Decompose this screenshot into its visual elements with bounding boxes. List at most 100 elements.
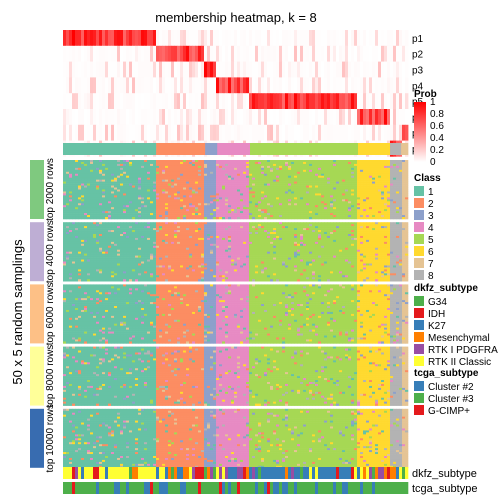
membership-cell — [306, 172, 309, 174]
membership-cell — [267, 164, 270, 166]
membership-cell — [372, 217, 375, 219]
membership-cell — [354, 201, 357, 203]
membership-cell — [126, 197, 129, 199]
prob-cell — [207, 77, 210, 93]
membership-cell — [222, 184, 225, 186]
membership-cell — [108, 176, 111, 178]
membership-cell — [252, 222, 255, 224]
membership-cell — [141, 228, 144, 230]
membership-cell — [405, 174, 408, 176]
membership-cell — [102, 170, 105, 172]
membership-cell — [255, 168, 258, 170]
membership-cell — [393, 166, 396, 168]
membership-cell — [240, 215, 243, 217]
membership-cell — [180, 174, 183, 176]
prob-cell — [132, 30, 135, 46]
membership-cell — [93, 166, 96, 168]
membership-cell — [216, 222, 219, 224]
prob-cell — [324, 125, 327, 141]
membership-cell — [279, 226, 282, 228]
membership-cell — [291, 182, 294, 184]
prob-cell — [117, 93, 120, 109]
prob-cell — [192, 62, 195, 78]
membership-cell — [177, 209, 180, 211]
membership-cell — [321, 209, 324, 211]
membership-cell — [234, 197, 237, 199]
membership-cell — [303, 190, 306, 192]
membership-cell — [294, 215, 297, 217]
membership-cell — [333, 209, 336, 211]
membership-cell — [93, 211, 96, 213]
membership-cell — [288, 199, 291, 201]
membership-cell — [279, 222, 282, 224]
prob-cell — [348, 109, 351, 125]
membership-cell — [228, 186, 231, 188]
membership-cell — [270, 186, 273, 188]
membership-cell — [312, 205, 315, 207]
membership-cell — [390, 211, 393, 213]
membership-cell — [258, 182, 261, 184]
membership-cell — [399, 201, 402, 203]
membership-cell — [69, 213, 72, 215]
membership-cell — [240, 184, 243, 186]
membership-cell — [303, 168, 306, 170]
membership-cell — [174, 195, 177, 197]
membership-cell — [120, 217, 123, 219]
membership-cell — [117, 178, 120, 180]
membership-cell — [219, 209, 222, 211]
prob-cell — [171, 125, 174, 141]
membership-cell — [159, 190, 162, 192]
membership-cell — [114, 217, 117, 219]
membership-cell — [405, 203, 408, 205]
membership-cell — [243, 209, 246, 211]
membership-cell — [243, 207, 246, 209]
membership-cell — [354, 217, 357, 219]
membership-cell — [255, 213, 258, 215]
prob-cell — [123, 62, 126, 78]
membership-cell — [168, 186, 171, 188]
membership-cell — [219, 168, 222, 170]
membership-cell — [87, 166, 90, 168]
membership-cell — [189, 172, 192, 174]
prob-cell — [279, 62, 282, 78]
membership-cell — [387, 215, 390, 217]
membership-cell — [288, 209, 291, 211]
membership-cell — [135, 226, 138, 228]
membership-cell — [222, 164, 225, 166]
membership-cell — [192, 228, 195, 230]
membership-cell — [216, 164, 219, 166]
membership-cell — [198, 228, 201, 230]
membership-cell — [249, 166, 252, 168]
membership-cell — [120, 178, 123, 180]
membership-cell — [117, 160, 120, 162]
prob-cell — [84, 46, 87, 62]
prob-cell — [270, 62, 273, 78]
prob-cell — [138, 30, 141, 46]
membership-cell — [309, 172, 312, 174]
membership-cell — [369, 230, 372, 232]
membership-cell — [324, 230, 327, 232]
membership-cell — [198, 205, 201, 207]
prob-cell — [279, 30, 282, 46]
prob-cell — [393, 62, 396, 78]
membership-cell — [102, 232, 105, 234]
membership-cell — [318, 199, 321, 201]
membership-cell — [126, 168, 129, 170]
membership-cell — [138, 162, 141, 164]
membership-cell — [225, 213, 228, 215]
prob-cell — [114, 77, 117, 93]
membership-cell — [297, 226, 300, 228]
membership-cell — [81, 195, 84, 197]
membership-cell — [168, 174, 171, 176]
membership-cell — [198, 203, 201, 205]
prob-cell — [66, 77, 69, 93]
membership-cell — [375, 199, 378, 201]
membership-cell — [285, 230, 288, 232]
membership-cell — [378, 170, 381, 172]
membership-cell — [180, 199, 183, 201]
membership-cell — [333, 193, 336, 195]
membership-cell — [75, 197, 78, 199]
membership-cell — [363, 193, 366, 195]
membership-cell — [309, 222, 312, 224]
membership-cell — [135, 191, 138, 193]
